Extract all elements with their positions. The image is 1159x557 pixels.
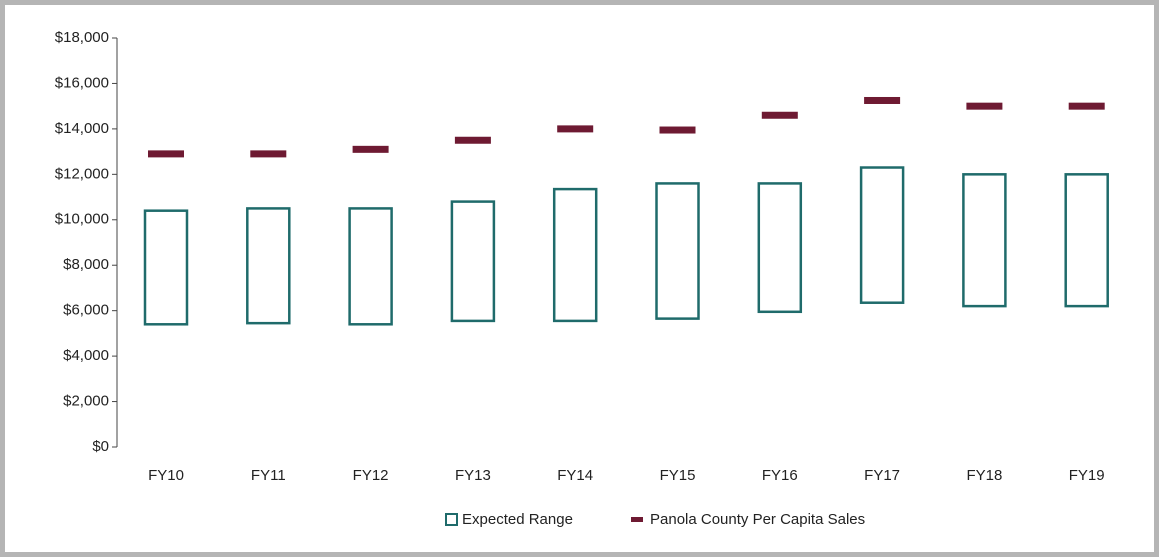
range-bar [450,200,496,323]
range-bar [348,207,393,326]
marker [659,126,696,134]
x-tick-label: FY18 [966,467,1002,484]
y-tick-label: $8,000 [63,256,109,273]
range-bar [962,173,1007,308]
y-tick-label: $18,000 [55,29,109,46]
range-bar [143,209,189,326]
legend-label: Expected Range [462,511,573,528]
marker [966,102,1003,110]
legend-swatch [445,513,458,526]
y-tick-label: $16,000 [55,74,109,91]
range-bar [246,207,291,325]
y-tick-label: $0 [92,438,109,455]
y-tick-label: $4,000 [63,347,109,364]
x-tick-label: FY17 [864,467,900,484]
range-bar [552,187,598,323]
marker [352,145,389,153]
marker [864,96,901,104]
legend-label: Panola County Per Capita Sales [650,511,865,528]
y-tick-label: $14,000 [55,120,109,137]
range-bar [859,166,905,304]
y-tick-label: $10,000 [55,211,109,228]
x-tick-label: FY12 [353,467,389,484]
range-bar [655,182,700,320]
range-bar [757,182,803,314]
x-tick-label: FY10 [148,467,184,484]
marker [1068,102,1105,110]
y-tick-label: $12,000 [55,165,109,182]
x-tick-label: FY19 [1069,467,1105,484]
x-tick-label: FY16 [762,467,798,484]
range-bar [1064,173,1109,308]
legend-swatch [631,517,643,522]
marker [557,125,594,133]
marker [454,136,491,144]
x-tick-label: FY15 [660,467,696,484]
marker [761,111,798,119]
y-tick-label: $2,000 [63,393,109,410]
y-tick-label: $6,000 [63,302,109,319]
x-tick-label: FY14 [557,467,593,484]
marker [148,150,184,158]
marker [250,150,287,158]
x-tick-label: FY13 [455,467,491,484]
x-tick-label: FY11 [251,467,286,484]
